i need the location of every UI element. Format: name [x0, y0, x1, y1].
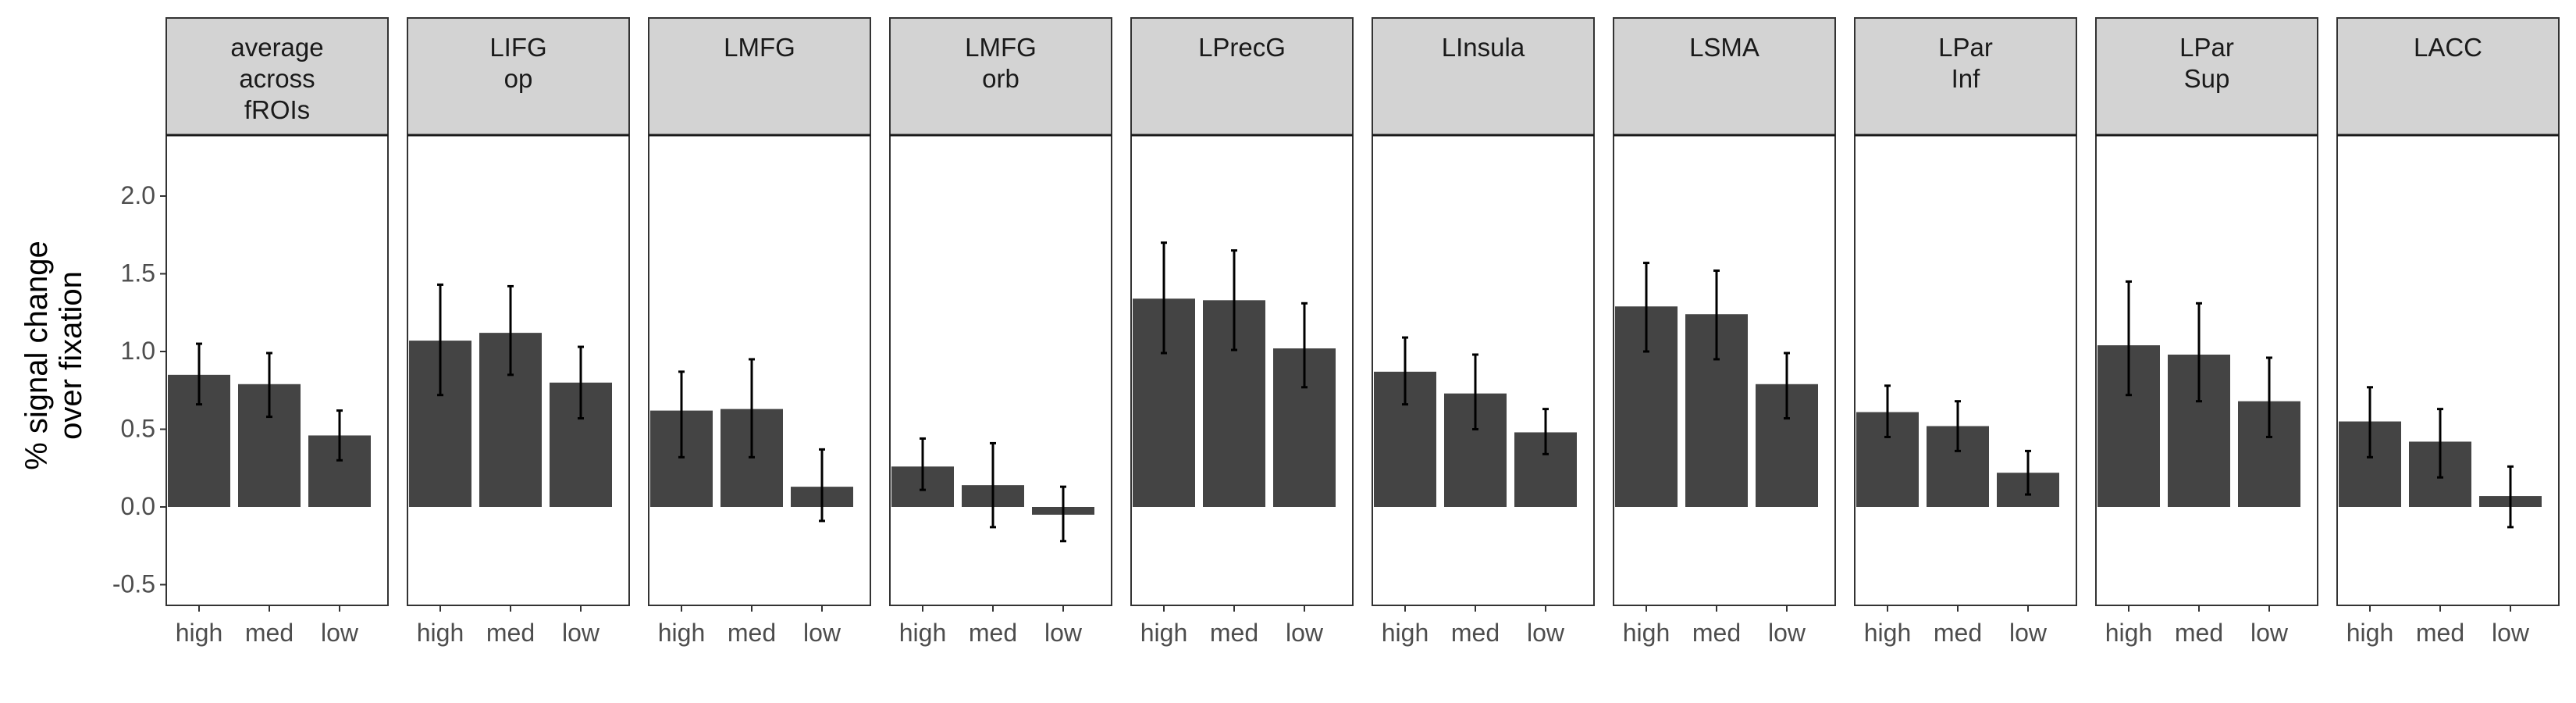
panel-frame — [648, 134, 871, 606]
x-tick-label: med — [1210, 619, 1258, 647]
x-tick-label: med — [486, 619, 535, 647]
y-axis-title-line: over fixation — [54, 271, 88, 440]
facet-title: LPrecG — [1198, 33, 1286, 62]
y-tick-label: 0.5 — [121, 415, 155, 443]
facet-title: LPar — [2179, 33, 2234, 62]
panel-frame — [889, 134, 1112, 606]
facet-title: op — [504, 64, 533, 93]
facet-strip — [1130, 17, 1354, 136]
x-tick-label: low — [2009, 619, 2048, 647]
facet-title: LInsula — [1442, 33, 1525, 62]
x-tick-label: high — [1623, 619, 1670, 647]
x-tick-label: high — [658, 619, 706, 647]
facet-strip — [407, 17, 630, 136]
x-tick-label: high — [1382, 619, 1429, 647]
y-tick-label: -0.5 — [112, 570, 155, 598]
x-tick-label: med — [2175, 619, 2223, 647]
x-tick-label: med — [245, 619, 294, 647]
facet-strip — [2095, 17, 2318, 136]
x-tick-label: high — [1140, 619, 1188, 647]
facet-title: LMFG — [724, 33, 795, 62]
facet-title: Sup — [2184, 64, 2230, 93]
panel-frame — [1854, 134, 2077, 606]
y-tick-label: 1.5 — [121, 259, 155, 287]
x-tick-label: high — [417, 619, 464, 647]
facet-title: fROIs — [244, 95, 310, 124]
x-tick-label: high — [1864, 619, 1912, 647]
x-tick-label: low — [1286, 619, 1324, 647]
facet-title: Inf — [1952, 64, 1981, 93]
facet-title: LSMA — [1689, 33, 1759, 62]
x-tick-label: high — [2347, 619, 2394, 647]
x-tick-label: low — [1768, 619, 1806, 647]
facet-title: LACC — [2414, 33, 2482, 62]
y-tick-label: 2.0 — [121, 181, 155, 209]
panel-frame — [2336, 134, 2560, 606]
x-tick-label: med — [2416, 619, 2464, 647]
facet-title: LPar — [1938, 33, 1993, 62]
panel-frame — [165, 134, 389, 606]
facet-title: LIFG — [489, 33, 546, 62]
y-tick-label: 1.0 — [121, 337, 155, 365]
facet-strip — [889, 17, 1112, 136]
x-tick-label: med — [1692, 619, 1741, 647]
x-tick-label: high — [2105, 619, 2153, 647]
x-tick-label: low — [2250, 619, 2289, 647]
x-tick-label: low — [562, 619, 600, 647]
x-tick-label: high — [176, 619, 223, 647]
x-tick-label: med — [1451, 619, 1500, 647]
facet-title: average — [230, 33, 323, 62]
x-tick-label: low — [2492, 619, 2530, 647]
y-tick-label: 0.0 — [121, 492, 155, 520]
facet-strip — [648, 17, 871, 136]
facet-title: LMFG — [965, 33, 1037, 62]
facet-strip — [1372, 17, 1595, 136]
facet-strip — [1613, 17, 1836, 136]
y-axis-title-line: % signal change — [20, 241, 54, 470]
panel-frame — [1372, 134, 1595, 606]
x-tick-label: low — [1527, 619, 1565, 647]
facet-title: across — [239, 64, 315, 93]
x-tick-label: high — [899, 619, 947, 647]
x-tick-label: low — [803, 619, 841, 647]
facet-strip — [2336, 17, 2560, 136]
x-tick-label: med — [1934, 619, 1982, 647]
x-tick-label: low — [321, 619, 359, 647]
x-tick-label: med — [969, 619, 1017, 647]
x-tick-label: low — [1044, 619, 1083, 647]
facet-title: orb — [982, 64, 1019, 93]
y-axis-title: % signal changeover fixation — [20, 241, 88, 470]
x-tick-label: med — [728, 619, 776, 647]
